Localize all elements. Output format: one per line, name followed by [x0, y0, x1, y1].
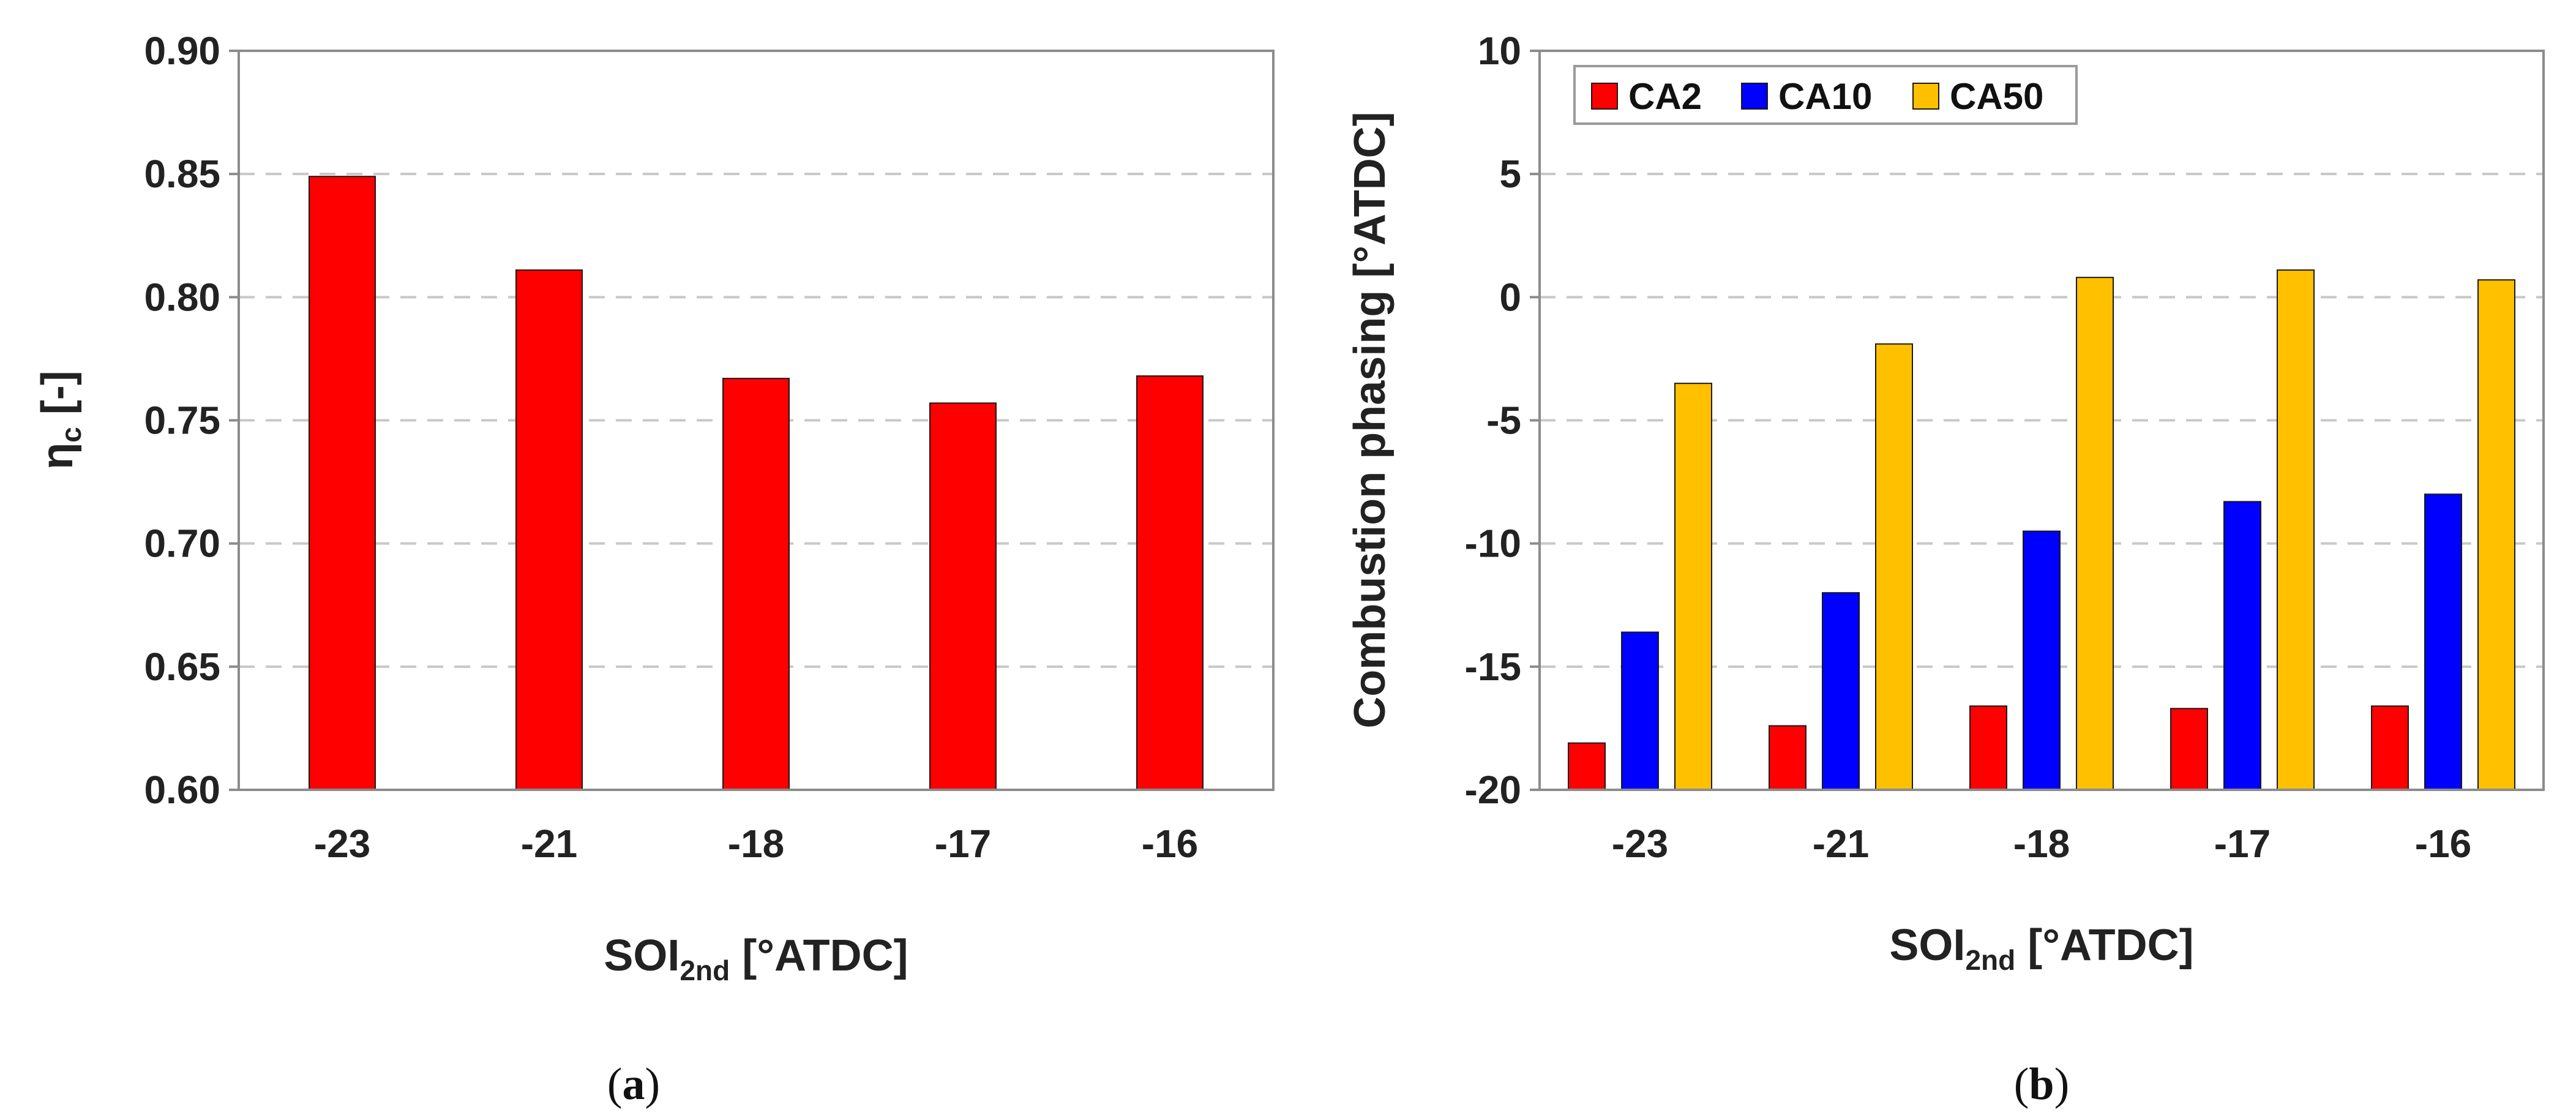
- panel-a-bars: [309, 176, 1204, 790]
- legend-swatch-ca10: [1741, 83, 1768, 110]
- y-tick-label: -15: [1465, 645, 1522, 689]
- bar-ca10--18: [2023, 530, 2061, 790]
- y-tick-label: -10: [1465, 522, 1522, 566]
- bar-ηc--18: [722, 378, 790, 790]
- y-tick-label: 0.85: [144, 152, 220, 196]
- panel-a-y-axis-title: ηc [-]: [33, 370, 87, 470]
- x-tick-label: -17: [935, 822, 992, 866]
- y-tick-label: 0.70: [144, 522, 220, 566]
- panel-b-legend: CA2 CA10 CA50: [1573, 65, 2078, 125]
- bar-ca2--17: [2170, 708, 2208, 790]
- panel-b-y-axis-title: Combustion phasing [°ATDC]: [1346, 111, 1395, 728]
- bar-ca10--16: [2424, 493, 2462, 790]
- x-tick-label: -23: [314, 822, 371, 866]
- y-tick-label: 0.65: [144, 645, 220, 689]
- panel-b-caption: (b): [2014, 1059, 2069, 1109]
- legend-swatch-ca2: [1591, 83, 1618, 110]
- legend-items: CA2 CA10 CA50: [1591, 76, 2043, 117]
- legend-frame: [1573, 65, 2078, 125]
- panel-b-bars: [1568, 269, 2515, 791]
- chart-panel-b: -20 -15 -10 -5 0 5 10 -23 -21 -18 -17 -16 Combusti…: [1346, 29, 2545, 1109]
- bar-ca10--21: [1822, 592, 1860, 791]
- bar-ca50--17: [2277, 269, 2315, 790]
- y-tick-label: 10: [1478, 29, 1521, 73]
- y-tick-label: -20: [1465, 768, 1522, 812]
- x-tick-label: -23: [1612, 822, 1669, 866]
- panel-b-x-axis-title-main: SOI: [1889, 921, 1965, 970]
- panel-a-x-axis-title-main: SOI: [604, 931, 680, 980]
- y-tick-label: -5: [1486, 399, 1521, 443]
- bar-ηc--23: [309, 176, 376, 790]
- bar-ca50--16: [2477, 279, 2515, 791]
- x-tick-label: -16: [1142, 822, 1199, 866]
- y-tick-label: 5: [1499, 152, 1521, 196]
- panel-a-x-axis-title-rest: [°ATDC]: [730, 931, 908, 980]
- y-tick-label: 0.60: [144, 768, 220, 812]
- panel-a-y-axis-title-rest: [-]: [33, 370, 82, 427]
- x-tick-label: -18: [2013, 822, 2070, 866]
- bar-ηc--16: [1136, 375, 1204, 790]
- panel-a-x-ticks: -23 -21 -18 -17 -16: [314, 822, 1199, 866]
- legend-swatch-ca50: [1912, 83, 1939, 110]
- x-tick-label: -18: [728, 822, 785, 866]
- panel-a-y-ticks: 0.60 0.65 0.70 0.75 0.80 0.85 0.90: [144, 29, 239, 812]
- bar-ca50--23: [1674, 383, 1712, 790]
- bar-ca10--17: [2223, 501, 2261, 791]
- bar-ca2--21: [1769, 725, 1807, 790]
- panel-b-x-axis-title: SOI2nd [°ATDC]: [1889, 921, 2193, 976]
- bar-ca10--23: [1621, 631, 1659, 791]
- panel-b-y-axis-title-main: Combustion phasing [°ATDC]: [1346, 111, 1395, 728]
- bar-ca50--21: [1875, 343, 1913, 790]
- panel-b-y-ticks: -20 -15 -10 -5 0 5 10: [1465, 29, 1540, 812]
- bar-ca50--18: [2076, 277, 2114, 790]
- y-tick-label: 0.80: [144, 275, 220, 319]
- panel-b-x-axis-title-sub: 2nd: [1965, 944, 2015, 976]
- x-tick-label: -16: [2415, 822, 2472, 866]
- bar-ca2--23: [1568, 742, 1606, 790]
- legend-label-ca50: CA50: [1950, 76, 2043, 117]
- bar-ca2--18: [1969, 705, 2007, 790]
- x-tick-label: -17: [2214, 822, 2271, 866]
- y-tick-label: 0.75: [144, 399, 220, 443]
- bar-ηc--21: [515, 269, 583, 790]
- panel-b-caption-letter: b: [2029, 1059, 2054, 1109]
- panel-b-x-axis-title-rest: [°ATDC]: [2015, 921, 2193, 970]
- panel-a-y-axis-title-sub: c: [55, 427, 87, 443]
- panel-a-x-axis-title: SOI2nd [°ATDC]: [604, 931, 908, 986]
- bar-ca2--16: [2371, 705, 2409, 790]
- panel-a-y-axis-title-main: η: [33, 443, 82, 470]
- panel-b-x-ticks: -23 -21 -18 -17 -16: [1612, 822, 2472, 866]
- panel-a-caption-letter: a: [623, 1059, 645, 1109]
- panel-a-x-axis-title-sub: 2nd: [680, 955, 730, 986]
- panel-a-caption: (a): [607, 1059, 660, 1109]
- legend-label-ca2: CA2: [1628, 76, 1702, 117]
- x-tick-label: -21: [521, 822, 578, 866]
- chart-panel-a: 0.60 0.65 0.70 0.75 0.80 0.85 0.90 -23 -21 -18 -1…: [33, 29, 1275, 1109]
- x-tick-label: -21: [1813, 822, 1870, 866]
- bar-ηc--17: [929, 402, 997, 790]
- legend-label-ca10: CA10: [1778, 76, 1872, 117]
- y-tick-label: 0.90: [144, 29, 220, 73]
- y-tick-label: 0: [1499, 275, 1521, 319]
